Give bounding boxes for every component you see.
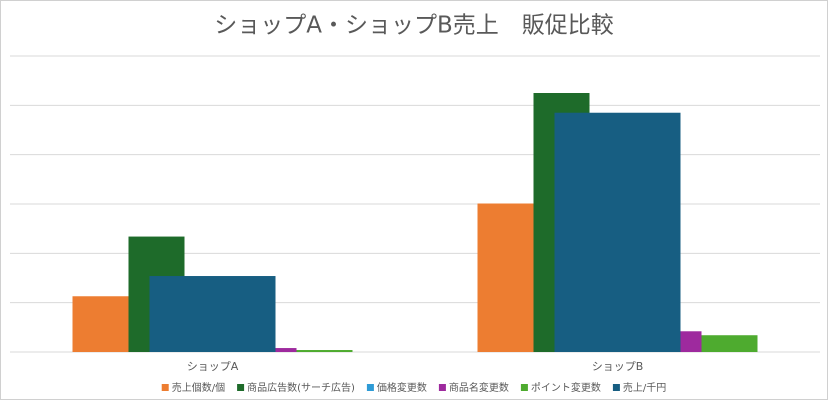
x-tick-label: ショップB: [592, 360, 644, 373]
legend-label: 商品広告数(サーチ広告): [247, 381, 355, 394]
legend-swatch: [237, 384, 245, 391]
bar: [554, 112, 681, 352]
legend-swatch: [612, 384, 620, 391]
legend-label: 売上個数/個: [172, 381, 225, 394]
legend-swatch: [438, 384, 446, 391]
bar: [477, 203, 534, 352]
bar: [701, 335, 758, 352]
bar: [149, 276, 276, 352]
bar: [296, 350, 353, 352]
legend-label: 商品名変更数: [449, 381, 509, 394]
legend-label: 売上/千円: [623, 381, 666, 394]
legend-swatch: [366, 384, 374, 391]
legend: 売上個数/個 商品広告数(サーチ広告) 価格変更数 商品名変更数 ポイント変更数 売上/千…: [161, 381, 666, 394]
legend-swatch: [161, 384, 169, 391]
legend-swatch: [520, 384, 528, 391]
legend-label: 価格変更数: [377, 381, 427, 394]
x-tick-label: ショップA: [187, 360, 239, 373]
legend-label: ポイント変更数: [531, 381, 601, 394]
bar: [72, 296, 129, 352]
chart-title: ショップA・ショップB売上 販促比較: [214, 13, 614, 39]
